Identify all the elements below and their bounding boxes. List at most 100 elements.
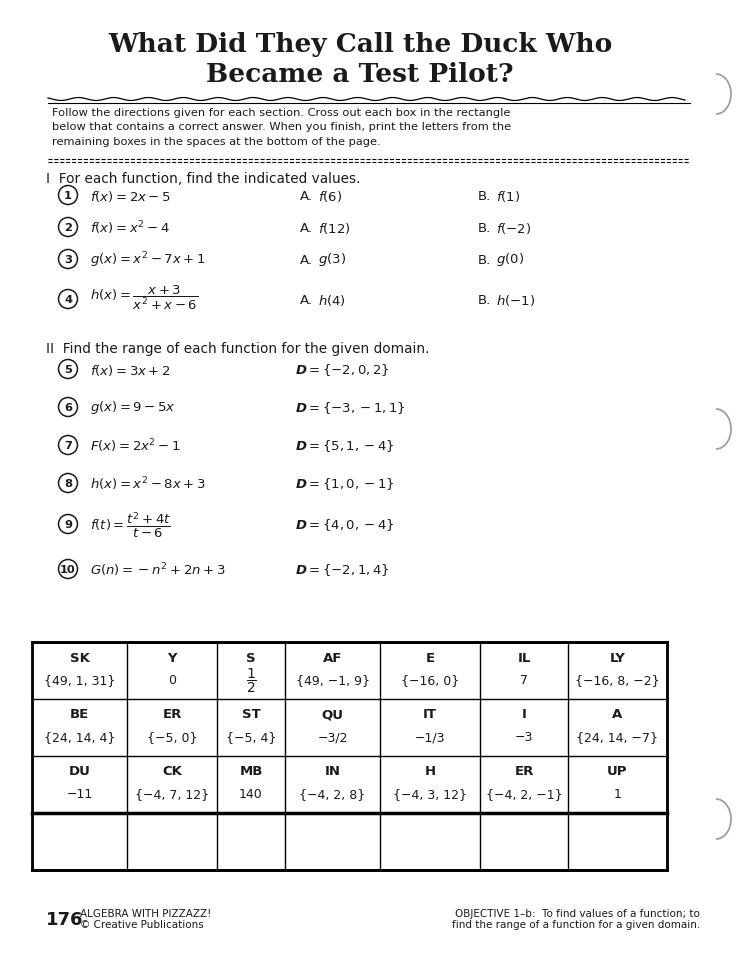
Text: $h(x) = \dfrac{x+3}{x^2+x-6}$: $h(x) = \dfrac{x+3}{x^2+x-6}$: [90, 284, 198, 312]
Text: $f(t) = \dfrac{t^2 + 4t}{t - 6}$: $f(t) = \dfrac{t^2 + 4t}{t - 6}$: [90, 510, 171, 539]
Text: {−4, 3, 12}: {−4, 3, 12}: [393, 788, 467, 801]
Text: ALGEBRA WITH PIZZAZZ!: ALGEBRA WITH PIZZAZZ!: [80, 908, 211, 918]
Text: 4: 4: [64, 294, 72, 305]
Text: A: A: [612, 708, 623, 720]
Text: $\dfrac{1}{2}$: $\dfrac{1}{2}$: [246, 666, 256, 695]
Circle shape: [58, 436, 77, 455]
Text: $\boldsymbol{D} = \{5, 1, -4\}$: $\boldsymbol{D} = \{5, 1, -4\}$: [295, 437, 394, 454]
Text: LY: LY: [609, 651, 626, 664]
Text: {−5, 0}: {−5, 0}: [146, 731, 197, 743]
Text: {−16, 8, −2}: {−16, 8, −2}: [576, 674, 659, 687]
Text: I  For each function, find the indicated values.: I For each function, find the indicated …: [46, 172, 361, 186]
Text: E: E: [425, 651, 434, 664]
Circle shape: [58, 186, 77, 205]
Text: 6: 6: [64, 402, 72, 413]
Text: {49, 1, 31}: {49, 1, 31}: [44, 674, 116, 687]
Text: $g(x) = x^2 - 7x + 1$: $g(x) = x^2 - 7x + 1$: [90, 250, 205, 270]
Text: IL: IL: [517, 651, 531, 664]
Circle shape: [58, 398, 77, 417]
Text: {−5, 4}: {−5, 4}: [226, 731, 276, 743]
Text: ST: ST: [241, 708, 261, 720]
Text: $g(0)$: $g(0)$: [496, 252, 524, 268]
Text: B.: B.: [478, 190, 491, 202]
Text: 3: 3: [64, 254, 72, 265]
Text: $F(x) = 2x^2 - 1$: $F(x) = 2x^2 - 1$: [90, 436, 180, 455]
Text: II  Find the range of each function for the given domain.: II Find the range of each function for t…: [46, 341, 430, 355]
Text: $g(3)$: $g(3)$: [318, 252, 346, 268]
Bar: [32, 642, 667, 870]
Text: ER: ER: [514, 764, 534, 778]
Text: 2: 2: [64, 223, 72, 233]
Text: {49, −1, 9}: {49, −1, 9}: [295, 674, 369, 687]
Circle shape: [58, 515, 77, 534]
Text: −11: −11: [66, 788, 93, 801]
Text: 8: 8: [64, 478, 72, 489]
Text: B.: B.: [478, 221, 491, 234]
Text: S: S: [246, 651, 256, 664]
Text: H: H: [425, 764, 436, 778]
Text: B.: B.: [478, 294, 491, 306]
Text: 9: 9: [64, 519, 72, 530]
Circle shape: [58, 360, 77, 379]
Text: SK: SK: [70, 651, 90, 664]
Text: $f(−2)$: $f(−2)$: [496, 220, 531, 235]
Circle shape: [58, 474, 77, 493]
Text: OBJECTIVE 1–b:  To find values of a function; to: OBJECTIVE 1–b: To find values of a funct…: [455, 908, 700, 918]
Text: A.: A.: [300, 221, 313, 234]
Text: 1: 1: [614, 788, 621, 801]
Text: 176: 176: [46, 910, 83, 928]
Text: −3: −3: [514, 731, 533, 743]
Text: 7: 7: [64, 440, 72, 451]
Text: IN: IN: [325, 764, 341, 778]
Text: $f(1)$: $f(1)$: [496, 189, 520, 203]
Text: find the range of a function for a given domain.: find the range of a function for a given…: [452, 919, 700, 929]
Text: © Creative Publications: © Creative Publications: [80, 919, 204, 929]
Text: IT: IT: [423, 708, 437, 720]
Text: $f(x) = 3x + 2$: $f(x) = 3x + 2$: [90, 362, 171, 377]
Text: I: I: [522, 708, 526, 720]
Text: Became a Test Pilot?: Became a Test Pilot?: [206, 62, 514, 87]
Circle shape: [58, 291, 77, 309]
Text: Follow the directions given for each section. Cross out each box in the rectangl: Follow the directions given for each sec…: [52, 108, 511, 147]
Text: A.: A.: [300, 190, 313, 202]
Text: 10: 10: [60, 564, 76, 575]
Text: $\boldsymbol{D} = \{-3, -1, 1\}$: $\boldsymbol{D} = \{-3, -1, 1\}$: [295, 399, 406, 416]
Text: $\boldsymbol{D} = \{1, 0, -1\}$: $\boldsymbol{D} = \{1, 0, -1\}$: [295, 476, 394, 492]
Text: {24, 14, 4}: {24, 14, 4}: [44, 731, 116, 743]
Text: $\boldsymbol{D} = \{-2, 0, 2\}$: $\boldsymbol{D} = \{-2, 0, 2\}$: [295, 361, 389, 377]
Text: $h(4)$: $h(4)$: [318, 293, 346, 307]
Text: BE: BE: [70, 708, 89, 720]
Text: 0: 0: [168, 674, 176, 687]
Text: $g(x) = 9 - 5x$: $g(x) = 9 - 5x$: [90, 399, 176, 416]
Text: B.: B.: [478, 253, 491, 266]
Text: {−4, 2, 8}: {−4, 2, 8}: [300, 788, 366, 801]
Circle shape: [58, 251, 77, 269]
Text: $f(12)$: $f(12)$: [318, 220, 350, 235]
Text: 1: 1: [64, 191, 72, 201]
Text: −3/2: −3/2: [317, 731, 347, 743]
Text: AF: AF: [323, 651, 342, 664]
Text: {24, 14, −7}: {24, 14, −7}: [576, 731, 659, 743]
Text: 140: 140: [239, 788, 263, 801]
Text: CK: CK: [162, 764, 182, 778]
Circle shape: [58, 560, 77, 578]
Text: 5: 5: [64, 365, 72, 375]
Text: $G(n) = -n^2 + 2n + 3$: $G(n) = -n^2 + 2n + 3$: [90, 560, 225, 578]
Text: $\boldsymbol{D} = \{-2, 1, 4\}$: $\boldsymbol{D} = \{-2, 1, 4\}$: [295, 561, 389, 578]
Text: A.: A.: [300, 294, 313, 306]
Text: $h(x) = x^2 - 8x + 3$: $h(x) = x^2 - 8x + 3$: [90, 475, 205, 493]
Text: $h(−1)$: $h(−1)$: [496, 293, 535, 307]
Text: {−16, 0}: {−16, 0}: [401, 674, 459, 687]
Text: 7: 7: [520, 674, 528, 687]
Text: $f(x) = 2x - 5$: $f(x) = 2x - 5$: [90, 189, 171, 203]
Text: {−4, 7, 12}: {−4, 7, 12}: [135, 788, 209, 801]
Text: QU: QU: [322, 708, 344, 720]
Text: UP: UP: [607, 764, 628, 778]
Circle shape: [58, 218, 77, 237]
Text: $f(x) = x^2 - 4$: $f(x) = x^2 - 4$: [90, 219, 170, 236]
Text: ER: ER: [163, 708, 182, 720]
Text: $\boldsymbol{D} = \{4, 0, -4\}$: $\boldsymbol{D} = \{4, 0, -4\}$: [295, 517, 394, 533]
Text: $f(6)$: $f(6)$: [318, 189, 342, 203]
Text: Y: Y: [167, 651, 177, 664]
Text: {−4, 2, −1}: {−4, 2, −1}: [486, 788, 562, 801]
